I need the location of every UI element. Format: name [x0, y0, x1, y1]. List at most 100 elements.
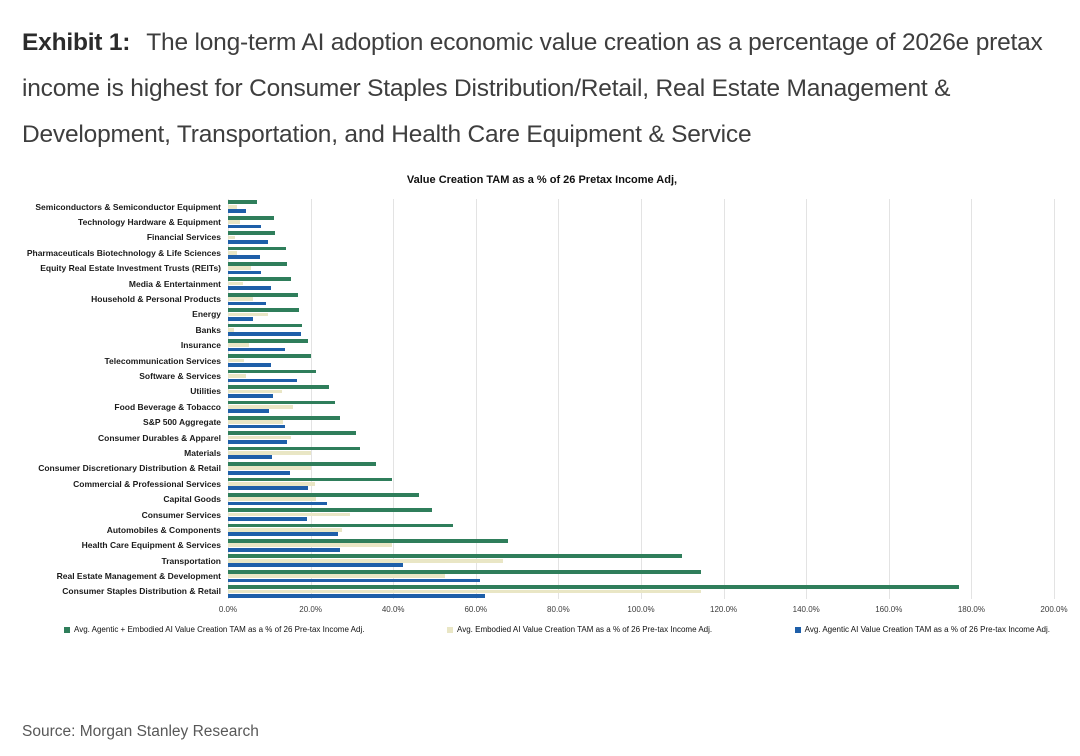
bar-group [228, 214, 1054, 229]
x-tick-label: 100.0% [627, 605, 655, 615]
gridline [228, 199, 229, 600]
bar-series-2 [228, 578, 480, 583]
bar-series-2 [228, 270, 262, 275]
bar-series-0 [228, 400, 336, 405]
bar-series-0 [228, 539, 509, 543]
bar-series-0 [228, 231, 275, 235]
bar-group [228, 276, 1054, 291]
category-label: Consumer Durables & Apparel [98, 432, 221, 443]
legend-label: Avg. Embodied AI Value Creation TAM as a… [457, 625, 713, 635]
bar-series-2 [228, 547, 340, 552]
category-label: Equity Real Estate Investment Trusts (RE… [40, 263, 221, 274]
category-label: Capital Goods [163, 494, 221, 505]
bar-series-0 [228, 492, 419, 497]
bar-series-1 [228, 404, 293, 409]
bar-series-0 [228, 200, 258, 205]
x-tick-label: 200.0% [1040, 605, 1068, 615]
bar-series-0 [228, 554, 682, 559]
bar-series-0 [228, 431, 357, 436]
legend-label: Avg. Agentic + Embodied AI Value Creatio… [74, 625, 365, 635]
category-label: Health Care Equipment & Services [81, 540, 221, 551]
bar-group [228, 307, 1054, 322]
plot-area [228, 199, 1055, 600]
bar-series-0 [228, 292, 299, 297]
bar-series-2 [228, 440, 288, 444]
category-label: Food Beverage & Tobacco [114, 401, 221, 412]
bar-series-2 [228, 593, 485, 598]
bar-series-0 [228, 585, 959, 589]
category-label: Commercial & Professional Services [73, 478, 221, 489]
chart-title: Value Creation TAM as a % of 26 Pretax I… [406, 174, 678, 186]
bar-series-1 [228, 466, 312, 471]
x-tick-label: 180.0% [957, 605, 985, 615]
category-label: Consumer Services [141, 509, 221, 520]
bar-series-2 [228, 209, 247, 213]
bar-series-0 [228, 354, 311, 359]
legend-marker-icon [64, 626, 70, 633]
gridline [310, 199, 312, 600]
bar-series-2 [228, 517, 308, 521]
bar-series-1 [228, 327, 235, 332]
legend-marker-icon [447, 626, 454, 633]
bar-group [228, 384, 1054, 399]
bar-group [228, 199, 1054, 214]
bar-series-2 [228, 470, 290, 475]
category-label: Telecommunication Services [104, 355, 221, 366]
x-tick-label: 80.0% [547, 605, 570, 615]
bar-series-2 [228, 363, 271, 367]
bar-series-2 [228, 563, 404, 567]
legend-item: Avg. Embodied AI Value Creation TAM as a… [447, 625, 712, 634]
bar-series-0 [228, 385, 329, 389]
bar-group [228, 461, 1054, 476]
bar-series-0 [228, 323, 303, 328]
bar-series-1 [228, 235, 236, 240]
bar-series-0 [228, 215, 274, 220]
bar-series-1 [228, 281, 243, 286]
gridline [888, 199, 890, 600]
x-tick-label: 20.0% [299, 605, 322, 615]
axis-spacer [30, 599, 228, 616]
gridline [1054, 199, 1055, 600]
bar-series-1 [228, 204, 238, 209]
bar-group [228, 491, 1054, 506]
gridline [475, 199, 477, 600]
gridline [558, 199, 560, 600]
bar-series-0 [228, 523, 454, 528]
bar-series-1 [228, 558, 504, 563]
bar-series-1 [228, 266, 251, 271]
category-label: Materials [184, 447, 221, 458]
gridline [806, 199, 808, 600]
category-label: Energy [192, 309, 221, 320]
category-labels-column: Semiconductors & Semiconductor Equipment… [27, 199, 228, 599]
bar-series-2 [228, 301, 267, 306]
category-label: Utilities [190, 386, 221, 397]
x-tick-label: 140.0% [792, 605, 820, 615]
bar-series-0 [228, 462, 376, 466]
category-label: Real Estate Management & Development [56, 571, 221, 582]
bar-series-1 [228, 374, 247, 378]
category-label: Insurance [180, 340, 221, 351]
bar-group [228, 245, 1054, 260]
bar-group [228, 353, 1054, 368]
bar-series-1 [228, 389, 283, 394]
bar-series-2 [228, 486, 309, 490]
bar-group [228, 430, 1054, 445]
bar-series-0 [228, 277, 291, 282]
bar-series-2 [228, 224, 261, 229]
bar-series-1 [228, 451, 312, 455]
x-tick-label: 40.0% [381, 605, 405, 615]
x-tick-label: 0.0% [218, 605, 238, 615]
bar-series-1 [228, 528, 342, 532]
bar-series-2 [228, 501, 328, 506]
bar-chart: Value Creation TAM as a % of 26 Pretax I… [27, 174, 1068, 635]
category-label: Media & Entertainment [128, 278, 221, 289]
bar-series-2 [228, 424, 286, 429]
bar-group [228, 322, 1054, 337]
category-label: Consumer Discretionary Distribution & Re… [38, 463, 221, 474]
bar-series-1 [228, 574, 445, 578]
axis-row: 0.0% 20.0% 40.0% 60.0% 80.0% 100.0% 120.0% 140.… [30, 599, 1068, 616]
exhibit-label: Exhibit 1: [22, 29, 131, 56]
bar-series-1 [228, 343, 249, 348]
bar-series-0 [228, 477, 392, 482]
legend-item: Avg. Agentic AI Value Creation TAM as a … [794, 625, 1050, 634]
